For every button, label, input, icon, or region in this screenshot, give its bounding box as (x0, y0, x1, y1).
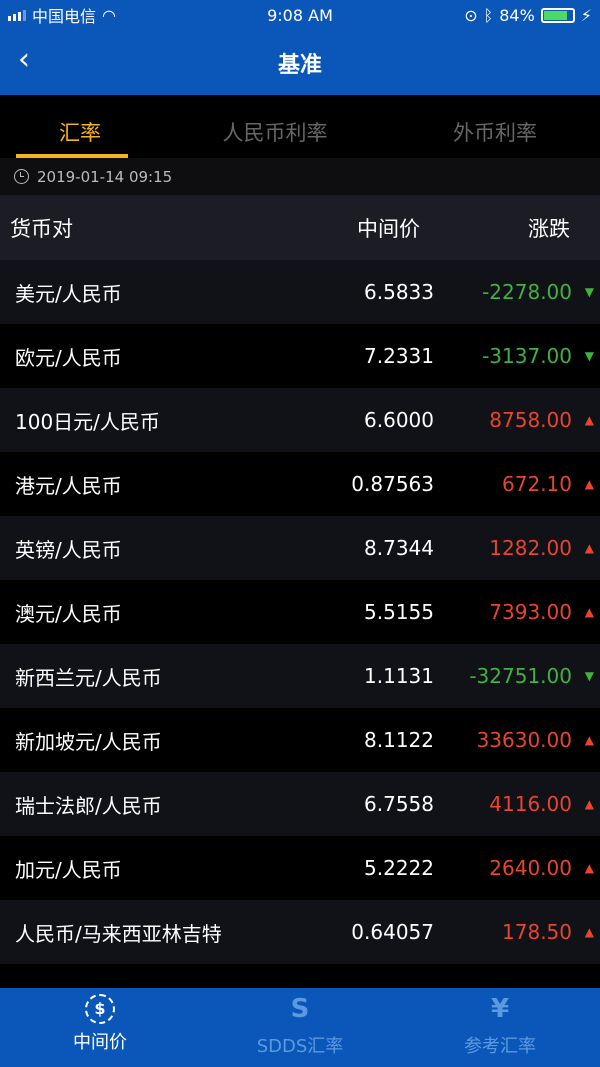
currency-pair: 欧元/人民币 (15, 345, 122, 370)
table-row[interactable]: 澳元/人民币 5.5155 7393.00 ▲ (0, 580, 600, 644)
table-row[interactable]: 欧元/人民币 7.2331 -3137.00 ▼ (0, 324, 600, 388)
nav-bar: ‹ 基准 (0, 30, 600, 95)
currency-pair: 澳元/人民币 (15, 601, 122, 626)
battery-percent: 84% (499, 5, 535, 25)
tab-exchange-rate[interactable]: 汇率 (0, 95, 160, 158)
change-value: -2278.00 (482, 280, 572, 304)
table-row[interactable]: 人民币/俄罗斯卢布 (0, 964, 600, 988)
table-row[interactable]: 港元/人民币 0.87563 672.10 ▲ (0, 452, 600, 516)
mid-price: 6.5833 (364, 280, 434, 304)
mid-price: 7.2331 (364, 344, 434, 368)
wifi-icon: ◠ (102, 5, 116, 25)
mid-price: 8.1122 (364, 728, 434, 752)
bottom-tab-mid[interactable]: $ 中间价 (0, 988, 200, 1067)
table-row[interactable]: 100日元/人民币 6.6000 8758.00 ▲ (0, 388, 600, 452)
back-button[interactable]: ‹ (18, 42, 30, 77)
table-row[interactable]: 新加坡元/人民币 8.1122 33630.00 ▲ (0, 708, 600, 772)
mid-price: 0.64057 (351, 920, 434, 944)
mid-price: 0.87563 (351, 472, 434, 496)
currency-pair: 美元/人民币 (15, 281, 122, 306)
table-row[interactable]: 美元/人民币 6.5833 -2278.00 ▼ (0, 260, 600, 324)
table-header: 货币对 中间价 涨跌 (0, 195, 600, 260)
currency-pair: 加元/人民币 (15, 857, 122, 882)
rate-list[interactable]: 美元/人民币 6.5833 -2278.00 ▼ 欧元/人民币 7.2331 -3… (0, 260, 600, 988)
table-row[interactable]: 加元/人民币 5.2222 2640.00 ▲ (0, 836, 600, 900)
arrow-up-icon: ▲ (584, 541, 594, 555)
currency-pair: 100日元/人民币 (15, 409, 160, 434)
arrow-up-icon: ▲ (584, 477, 594, 491)
bottom-tab-reference[interactable]: ¥ 参考汇率 (400, 988, 600, 1067)
arrow-up-icon: ▲ (584, 861, 594, 875)
currency-pair: 新加坡元/人民币 (15, 729, 162, 754)
tab-rmb-interest[interactable]: 人民币利率 (222, 121, 328, 145)
sdds-icon: S (290, 994, 310, 1024)
bottom-tab-label: 中间价 (73, 1032, 127, 1053)
bluetooth-icon: ᛒ (483, 5, 494, 25)
date-text: 2019-01-14 09:15 (37, 167, 173, 186)
yuan-icon: ¥ (490, 994, 510, 1024)
charging-icon: ⚡ (580, 5, 592, 25)
rotation-lock-icon: ⊙ (464, 5, 478, 25)
change-value: 672.10 (502, 472, 572, 496)
update-time: 2019-01-14 09:15 (0, 158, 600, 195)
change-value: 2640.00 (489, 856, 572, 880)
arrow-up-icon: ▲ (584, 733, 594, 747)
arrow-up-icon: ▲ (584, 797, 594, 811)
currency-pair: 新西兰元/人民币 (15, 665, 162, 690)
arrow-up-icon: ▲ (584, 925, 594, 939)
arrow-down-icon: ▼ (584, 349, 594, 363)
currency-pair: 人民币/马来西亚林吉特 (15, 921, 222, 946)
dollar-exchange-icon: $ (85, 994, 115, 1024)
bottom-tab-label: SDDS汇率 (256, 1036, 344, 1057)
change-value: 178.50 (502, 920, 572, 944)
currency-pair: 英镑/人民币 (15, 537, 122, 562)
bottom-tab-label: 参考汇率 (464, 1036, 536, 1057)
signal-icon (8, 9, 26, 21)
table-row[interactable]: 人民币/马来西亚林吉特 0.64057 178.50 ▲ (0, 900, 600, 964)
header-pair: 货币对 (10, 216, 73, 241)
arrow-down-icon: ▼ (584, 285, 594, 299)
page-title: 基准 (277, 52, 322, 78)
bottom-tab-sdds[interactable]: S SDDS汇率 (200, 988, 400, 1067)
mid-price: 6.6000 (364, 408, 434, 432)
currency-pair: 瑞士法郎/人民币 (15, 793, 162, 818)
table-row[interactable]: 英镑/人民币 8.7344 1282.00 ▲ (0, 516, 600, 580)
carrier: 中国电信 (32, 7, 97, 26)
arrow-up-icon: ▲ (584, 413, 594, 427)
mid-price: 1.1131 (364, 664, 434, 688)
table-row[interactable]: 瑞士法郎/人民币 6.7558 4116.00 ▲ (0, 772, 600, 836)
change-value: -3137.00 (482, 344, 572, 368)
arrow-up-icon: ▲ (584, 605, 594, 619)
change-value: -32751.00 (469, 664, 572, 688)
change-value: 7393.00 (489, 600, 572, 624)
tab-bar: 汇率 人民币利率 外币利率 (0, 95, 600, 158)
change-value: 33630.00 (476, 728, 572, 752)
change-value: 1282.00 (489, 536, 572, 560)
currency-pair: 港元/人民币 (15, 473, 122, 498)
change-value: 8758.00 (489, 408, 572, 432)
mid-price: 6.7558 (364, 792, 434, 816)
header-change: 涨跌 (528, 216, 570, 241)
clock-icon (14, 169, 29, 184)
status-bar: 中国电信 ◠ 9:08 AM ⊙ ᛒ 84% ⚡ (0, 0, 600, 30)
table-row[interactable]: 新西兰元/人民币 1.1131 -32751.00 ▼ (0, 644, 600, 708)
mid-price: 5.5155 (364, 600, 434, 624)
mid-price: 8.7344 (364, 536, 434, 560)
bottom-tab-bar: $ 中间价 S SDDS汇率 ¥ 参考汇率 (0, 988, 600, 1067)
change-value: 4116.00 (489, 792, 572, 816)
header-mid: 中间价 (357, 216, 420, 241)
battery-icon (540, 7, 575, 23)
currency-pair: 人民币/俄罗斯卢布 (15, 982, 182, 989)
mid-price: 5.2222 (364, 856, 434, 880)
tab-foreign-interest[interactable]: 外币利率 (453, 121, 537, 145)
arrow-down-icon: ▼ (584, 669, 594, 683)
